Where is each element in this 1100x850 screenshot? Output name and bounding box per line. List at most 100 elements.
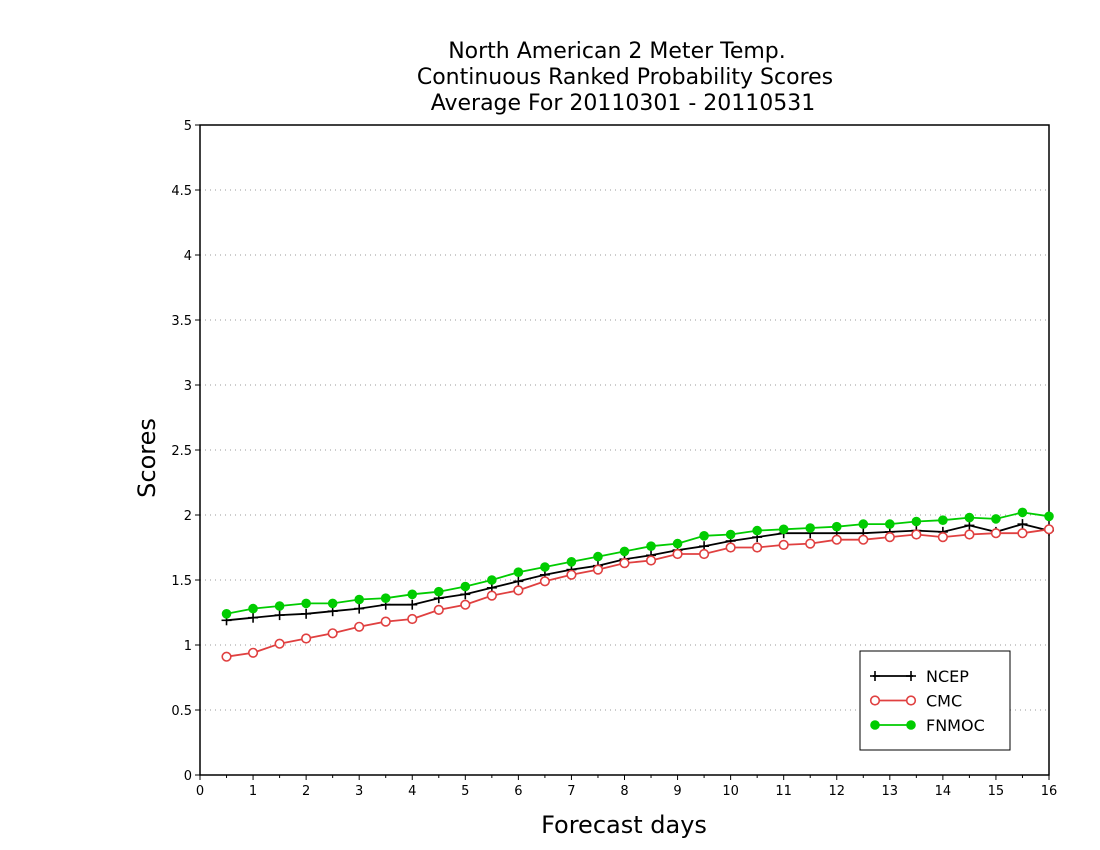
data-point-cmc: [513, 585, 524, 596]
data-point-ncep: [248, 612, 259, 623]
y-tick-label: 4.5: [171, 184, 192, 199]
data-point-cmc: [407, 613, 418, 625]
x-tick-label: 7: [567, 784, 575, 799]
data-point-cmc: [433, 604, 444, 616]
data-point-cmc: [990, 528, 1002, 539]
legend: NCEP CMC FNMOC: [859, 650, 1011, 751]
x-tick-label: 14: [935, 784, 952, 799]
data-point-fnmoc: [566, 557, 577, 567]
x-tick-label: 4: [408, 784, 416, 799]
x-tick-label: 2: [302, 784, 310, 799]
data-point-ncep: [1017, 519, 1028, 530]
data-point-cmc: [725, 542, 736, 553]
y-tick-label: 2: [184, 509, 192, 524]
data-point-cmc: [672, 548, 683, 560]
data-point-cmc: [698, 548, 710, 560]
series-fnmoc: [221, 507, 1054, 619]
y-tick-label: 5: [184, 119, 192, 134]
legend-label-fnmoc: FNMOC: [926, 716, 985, 735]
x-tick-label: 13: [882, 784, 899, 799]
legend-marker-fnmoc: [906, 720, 916, 730]
data-point-cmc: [805, 538, 816, 549]
data-point-fnmoc: [699, 531, 709, 541]
legend-item-fnmoc: FNMOC: [870, 716, 985, 735]
data-point-fnmoc: [460, 581, 471, 592]
y-tick-label: 2.5: [171, 444, 192, 459]
data-point-fnmoc: [487, 575, 497, 585]
data-point-cmc: [964, 529, 975, 540]
x-tick-label: 9: [673, 784, 681, 799]
data-point-fnmoc: [991, 514, 1001, 524]
x-tick-label: 3: [355, 784, 363, 799]
data-point-fnmoc: [619, 546, 630, 557]
x-tick-label: 1: [249, 784, 257, 799]
data-point-fnmoc: [1017, 507, 1028, 518]
data-point-cmc: [1017, 528, 1028, 539]
legend-marker-cmc: [869, 695, 881, 706]
legend-marker-fnmoc: [870, 720, 880, 730]
data-point-fnmoc: [831, 521, 842, 532]
data-point-cmc: [752, 542, 763, 553]
legend-label-cmc: CMC: [926, 692, 962, 711]
data-point-fnmoc: [433, 586, 444, 597]
y-axis-title: Scores: [133, 418, 161, 498]
y-axis: 0 0.5 1 1.5 2 2.5 3 3.5 4 4.5 5: [171, 119, 200, 784]
data-point-cmc: [619, 557, 630, 569]
y-tick-label: 3: [184, 379, 192, 394]
data-point-ncep: [274, 610, 285, 621]
x-axis: 0 1 2 3 4 5 6 7 8 9 10 11 12 13 14 15 16: [196, 775, 1057, 799]
data-point-cmc: [831, 534, 842, 545]
data-point-fnmoc: [885, 519, 895, 529]
series-ncep: [221, 519, 1054, 626]
data-point-fnmoc: [938, 515, 948, 526]
data-point-ncep: [513, 576, 524, 587]
data-point-cmc: [247, 647, 259, 658]
data-point-cmc: [937, 531, 948, 543]
data-point-fnmoc: [593, 551, 603, 562]
y-tick-label: 1: [184, 639, 192, 654]
y-tick-label: 3.5: [171, 314, 192, 329]
x-axis-title: Forecast days: [541, 811, 707, 839]
x-tick-label: 6: [514, 784, 522, 799]
data-point-fnmoc: [327, 598, 338, 609]
x-tick-label: 16: [1041, 784, 1058, 799]
data-point-fnmoc: [646, 541, 656, 552]
data-point-cmc: [645, 555, 657, 566]
data-point-fnmoc: [778, 524, 789, 535]
data-point-cmc: [911, 529, 922, 540]
data-point-cmc: [354, 621, 365, 632]
y-tick-label: 0: [184, 769, 192, 784]
data-point-fnmoc: [911, 516, 922, 527]
legend-label-ncep: NCEP: [926, 667, 969, 686]
data-point-fnmoc: [407, 589, 418, 600]
legend-marker-ncep: [906, 671, 916, 681]
data-point-fnmoc: [274, 601, 285, 611]
data-point-cmc: [327, 628, 338, 639]
data-point-cmc: [486, 590, 497, 601]
data-point-fnmoc: [752, 525, 762, 536]
data-point-fnmoc: [540, 562, 550, 572]
data-point-fnmoc: [301, 598, 311, 609]
data-point-fnmoc: [672, 538, 683, 549]
data-point-cmc: [539, 576, 551, 587]
data-point-cmc: [566, 569, 577, 580]
legend-marker-ncep: [870, 671, 880, 681]
data-point-fnmoc: [354, 594, 364, 605]
y-tick-label: 4: [184, 249, 192, 264]
data-point-fnmoc: [964, 512, 975, 523]
data-point-fnmoc: [1044, 511, 1054, 522]
data-point-ncep: [407, 599, 418, 610]
data-point-ncep: [354, 603, 365, 614]
data-point-cmc: [221, 651, 232, 662]
data-point-cmc: [884, 531, 895, 543]
data-point-fnmoc: [221, 609, 232, 619]
legend-item-ncep: NCEP: [870, 667, 969, 686]
gridlines: [200, 189, 1049, 711]
series-cmc: [221, 524, 1055, 662]
x-tick-label: 8: [620, 784, 628, 799]
x-tick-label: 11: [775, 784, 792, 799]
data-point-fnmoc: [805, 523, 816, 533]
x-tick-label: 10: [722, 784, 739, 799]
data-point-cmc: [778, 539, 789, 551]
